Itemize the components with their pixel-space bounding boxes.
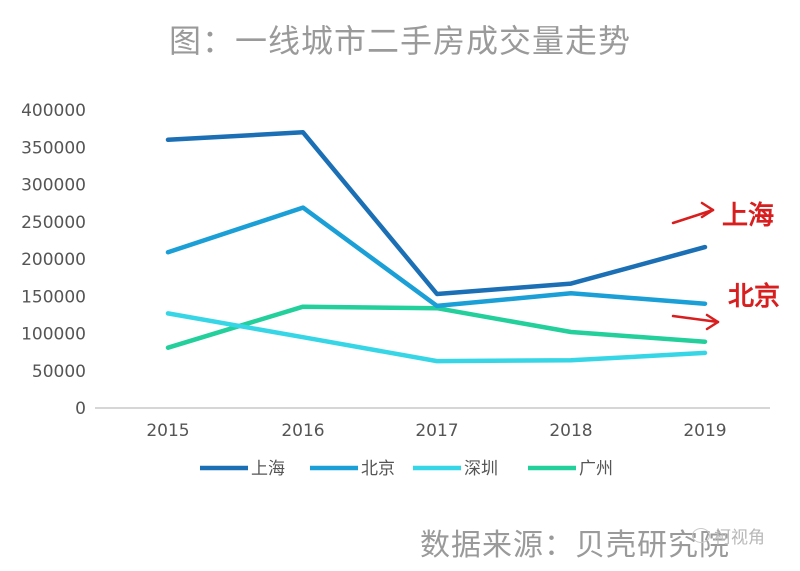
annotation-arrow	[671, 314, 720, 324]
legend: 上海 北京 深圳 广州	[200, 459, 613, 479]
annotation-arrowhead	[700, 201, 715, 219]
series-line	[165, 311, 708, 364]
series-line	[165, 304, 708, 350]
x-tick-label: 2018	[549, 421, 592, 441]
annotation-arrowhead	[705, 313, 720, 331]
wechat-icon	[692, 528, 710, 543]
y-tick-label: 50000	[32, 362, 86, 382]
x-tick-label: 2016	[281, 421, 324, 441]
y-tick-label: 350000	[21, 138, 86, 158]
watermark: 柯视角	[692, 523, 765, 548]
x-tick-label: 2017	[415, 421, 458, 441]
y-tick-label: 150000	[21, 287, 86, 307]
y-tick-label: 250000	[21, 213, 86, 233]
annotation-label: 上海	[722, 201, 774, 231]
legend-label: 广州	[579, 459, 613, 479]
y-tick-label: 0	[75, 399, 86, 419]
legend-label: 上海	[251, 459, 285, 479]
chart-title: 图：一线城市二手房成交量走势	[168, 22, 631, 60]
annotation-arrow	[671, 208, 715, 225]
series-lines	[165, 130, 708, 364]
series-line	[165, 130, 708, 297]
y-tick-label: 100000	[21, 325, 86, 345]
x-axis-ticks: 2015 2016 2017 2018 2019	[146, 421, 726, 441]
y-tick-label: 400000	[21, 101, 86, 121]
y-axis-ticks: 0 50000 100000 150000 200000 250000 300000 3500…	[21, 101, 86, 419]
y-tick-label: 300000	[21, 176, 86, 196]
legend-label: 深圳	[464, 459, 498, 479]
x-tick-label: 2019	[683, 421, 726, 441]
data-source: 数据来源：贝壳研究院	[420, 528, 730, 563]
legend-label: 北京	[361, 459, 395, 479]
x-tick-label: 2015	[146, 421, 189, 441]
y-tick-label: 200000	[21, 250, 86, 270]
series-line	[165, 205, 708, 309]
watermark-text: 柯视角	[714, 528, 765, 548]
annotation-label: 北京	[728, 281, 780, 312]
